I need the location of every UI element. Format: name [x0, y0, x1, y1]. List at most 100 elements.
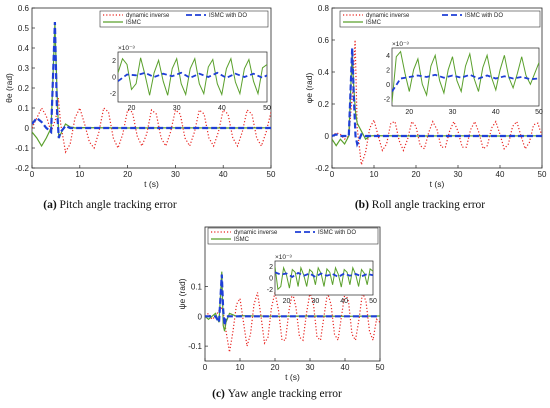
panel-caption: (a) Pitch angle tracking error — [43, 199, 177, 211]
inset-y-tick-label: 0 — [269, 276, 273, 283]
x-tick-label: 30 — [171, 170, 180, 179]
series-line-dynamic-inverse — [205, 290, 380, 353]
inset-x-tick-label: 30 — [173, 105, 181, 112]
inset-scale-label: ×10⁻³ — [275, 254, 292, 261]
x-tick-label: 10 — [236, 363, 245, 372]
panel-caption: (c) Yaw angle tracking error — [212, 388, 342, 400]
x-tick-label: 30 — [454, 170, 463, 179]
inset-x-tick-label: 30 — [449, 109, 457, 116]
y-tick-label: 0.6 — [18, 4, 30, 13]
x-tick-label: 20 — [123, 170, 132, 179]
y-tick-label: -0.2 — [315, 164, 329, 173]
caption-letter: (a) — [43, 199, 59, 211]
inset-y-tick-label: 4 — [386, 53, 390, 60]
y-tick-label: 0.1 — [18, 104, 30, 113]
panels: 0 10 20 30 40 50-0.2-0.100.10.20.30.40.50.6t … — [4, 4, 547, 400]
x-tick-label: 40 — [341, 363, 350, 372]
x-axis-label: t (s) — [285, 372, 300, 382]
x-axis-label: t (s) — [144, 179, 159, 189]
inset-x-tick-label: 40 — [218, 105, 226, 112]
y-tick-label: 0 — [25, 124, 30, 133]
y-tick-label: -0.1 — [15, 144, 29, 153]
legend-entry: ISMC — [234, 237, 250, 243]
inset-x-tick-label: 20 — [283, 298, 291, 305]
caption-text: Yaw angle tracking error — [228, 388, 342, 400]
inset-x-tick-label: 50 — [263, 105, 271, 112]
legend-entry: dynamic inverse — [234, 230, 278, 236]
inset-x-tick-label: 50 — [369, 298, 377, 305]
inset-series-line — [118, 57, 267, 97]
inset-y-tick-label: -2 — [267, 287, 273, 294]
legend-entry: ISMC with DO — [318, 230, 356, 236]
series-line-ismc-with-do — [332, 47, 542, 148]
x-tick-label: 20 — [271, 363, 280, 372]
legend-entry: ISMC with DO — [465, 13, 503, 19]
x-tick-label: 0 — [330, 170, 335, 179]
panel-caption: (b) Roll angle tracking error — [355, 199, 485, 211]
x-tick-label: 0 — [203, 363, 208, 372]
caption-letter: (b) — [355, 199, 372, 211]
x-tick-label: 30 — [306, 363, 315, 372]
inset-x-tick-label: 20 — [128, 105, 136, 112]
legend-entry: dynamic inverse — [126, 13, 170, 19]
inset-series-line — [275, 271, 373, 278]
y-tick-label: 0.2 — [318, 100, 330, 109]
inset-y-tick-label: 0 — [386, 82, 390, 89]
legend-box — [207, 227, 379, 245]
inset-x-tick-label: 30 — [311, 298, 319, 305]
legend-box — [339, 10, 541, 28]
inset-y-tick-label: 2 — [112, 58, 116, 65]
x-tick-label: 10 — [75, 170, 84, 179]
legend-entry: ISMC with DO — [209, 13, 247, 19]
series-line-ismc-with-do — [205, 274, 380, 326]
inset-scale-label: ×10⁻³ — [118, 45, 135, 52]
series-line-dynamic-inverse — [332, 39, 542, 165]
inset-series-line — [392, 50, 539, 103]
legend-entry: dynamic inverse — [366, 13, 410, 19]
x-axis-label: t (s) — [430, 179, 445, 189]
x-tick-label: 0 — [30, 170, 35, 179]
y-tick-label: 0.6 — [318, 36, 330, 45]
y-tick-label: 0.4 — [318, 68, 330, 77]
chart-panel-c: 0 10 20 30 40 50-0.100.1t (s)ψe (rad)dynamic … — [177, 226, 385, 400]
inset-area — [274, 260, 374, 296]
inset-y-tick-label: 2 — [386, 67, 390, 74]
x-tick-label: 10 — [370, 170, 379, 179]
x-tick-label: 50 — [538, 170, 547, 179]
x-tick-label: 40 — [496, 170, 505, 179]
legend-entry: ISMC — [366, 20, 382, 26]
legend-entry: ISMC — [126, 20, 142, 26]
y-axis-label: ψe (rad) — [177, 278, 187, 309]
inset-x-tick-label: 40 — [340, 298, 348, 305]
inset-x-tick-label: 40 — [492, 109, 500, 116]
chart-panel-b: 0 10 20 30 40 50-0.200.20.40.60.8t (s)φe (rad… — [304, 4, 547, 211]
y-tick-label: 0.8 — [318, 4, 330, 13]
y-axis-label: φe (rad) — [304, 73, 314, 104]
inset-series-line — [118, 71, 267, 82]
legend-box — [99, 10, 269, 28]
chart-panel-a: 0 10 20 30 40 50 -0.2 -0.1 0 0.1 0.2 0.3 0.4 0.5 0.6 t … — [4, 4, 276, 211]
y-tick-label: 0.1 — [191, 283, 203, 292]
y-tick-label: 0.5 — [18, 24, 30, 33]
y-tick-label: 0.3 — [18, 64, 30, 73]
caption-text: Roll angle tracking error — [372, 199, 486, 211]
x-tick-label: 40 — [219, 170, 228, 179]
caption-letter: (c) — [212, 388, 228, 400]
inset-y-tick-label: -2 — [110, 91, 116, 98]
y-tick-label: 0.4 — [18, 44, 30, 53]
x-tick-label: 50 — [267, 170, 276, 179]
x-tick-label: 20 — [412, 170, 421, 179]
inset-scale-label: ×10⁻³ — [392, 41, 409, 48]
caption-text: Pitch angle tracking error — [60, 199, 177, 211]
inset-x-tick-label: 20 — [405, 109, 413, 116]
inset-x-tick-label: 50 — [535, 109, 543, 116]
inset-series-line — [392, 73, 539, 92]
x-tick-label: 50 — [376, 363, 385, 372]
y-axis-label: θe (rad) — [4, 73, 14, 103]
y-tick-label: -0.2 — [15, 164, 29, 173]
y-tick-label: 0.2 — [18, 84, 30, 93]
inset-y-tick-label: -2 — [384, 96, 390, 103]
inset-y-tick-label: 2 — [269, 264, 273, 271]
y-tick-label: 0 — [325, 132, 330, 141]
